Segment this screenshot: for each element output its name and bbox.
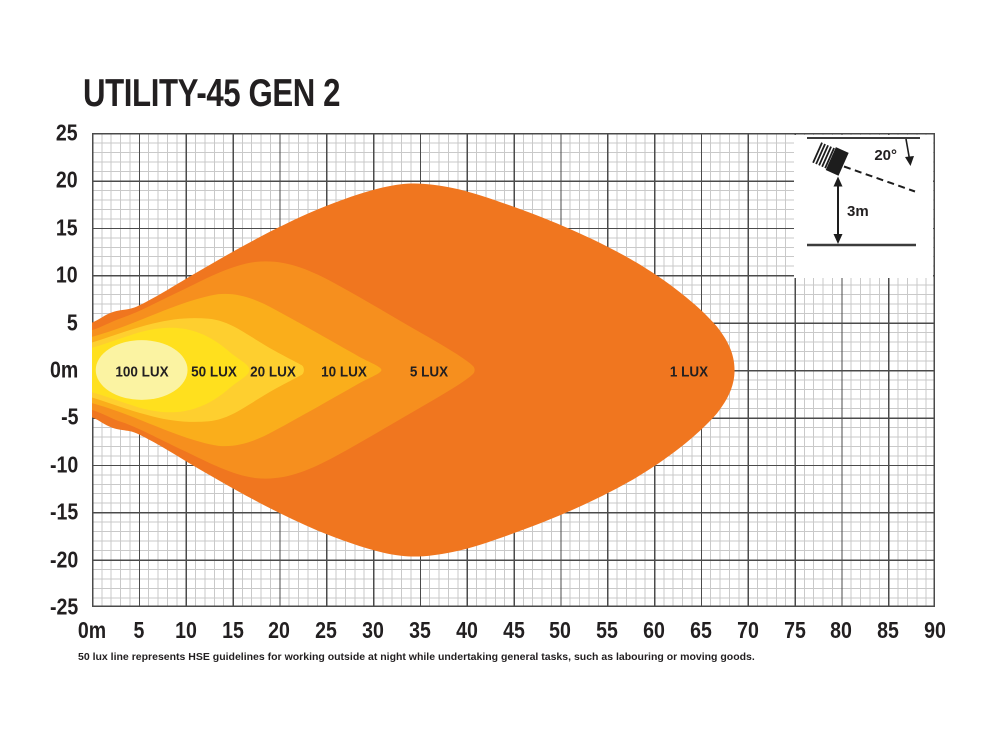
y-tick-label: -5 (60, 403, 78, 430)
lux-label-20: 20 LUX (250, 363, 296, 381)
lux-label-50: 50 LUX (191, 363, 237, 381)
lux-label-10: 10 LUX (321, 363, 367, 381)
y-tick-label: 0m (49, 356, 78, 383)
x-tick-label: 20 (268, 617, 291, 643)
height-label: 3m (847, 203, 869, 220)
x-tick-label: 65 (689, 617, 712, 643)
x-tick-label: 55 (596, 617, 619, 643)
lux-label-5: 5 LUX (409, 363, 449, 381)
angle-label: 20° (874, 147, 897, 164)
x-tick-label: 10 (174, 617, 197, 643)
y-tick-label: 10 (56, 261, 78, 288)
y-tick-label: 15 (56, 214, 78, 241)
y-tick-label: 20 (56, 166, 78, 193)
lamp-icon (812, 141, 849, 176)
page-title: UTILITY-45 GEN 2 (83, 72, 341, 115)
x-tick-label: 30 (362, 617, 384, 643)
footnote: 50 lux line represents HSE guidelines fo… (78, 651, 755, 663)
lux-label-1: 1 LUX (669, 363, 709, 381)
height-arrow (833, 176, 843, 244)
angle-arrow (905, 138, 914, 166)
x-tick-label: 70 (736, 617, 759, 643)
x-tick-label: 60 (643, 617, 665, 643)
y-tick-label: 5 (67, 309, 78, 336)
beam-angle-dashed-line (843, 165, 916, 192)
x-tick-label: 50 (549, 617, 572, 643)
contour-100lux (95, 340, 188, 400)
y-tick-label: -25 (49, 593, 78, 620)
lux-label-100: 100 LUX (115, 363, 169, 381)
x-tick-label: 85 (877, 617, 900, 643)
mounting-diagram-inset: 20° 3m (794, 134, 933, 278)
y-tick-label: -10 (49, 451, 78, 478)
x-tick-label: 15 (221, 617, 244, 643)
x-tick-label: 5 (133, 617, 145, 643)
beam-pattern-chart (92, 183, 735, 557)
x-tick-label: 35 (408, 617, 431, 643)
y-tick-label: 25 (56, 119, 78, 146)
x-tick-label: 80 (830, 617, 853, 643)
y-tick-label: -15 (49, 498, 78, 525)
y-tick-label: -20 (49, 546, 78, 573)
y-axis: 25 20 15 10 5 0m -5 -10 -15 -20 -25 (0, 120, 80, 620)
x-tick-label: 0m (77, 617, 107, 643)
x-tick-label: 75 (783, 617, 806, 643)
x-tick-label: 45 (502, 617, 525, 643)
x-tick-label: 90 (924, 617, 946, 643)
x-axis: 0m 5 10 15 20 25 30 35 40 45 50 55 60 65… (78, 607, 946, 649)
x-tick-label: 40 (455, 617, 478, 643)
x-tick-label: 25 (315, 617, 338, 643)
